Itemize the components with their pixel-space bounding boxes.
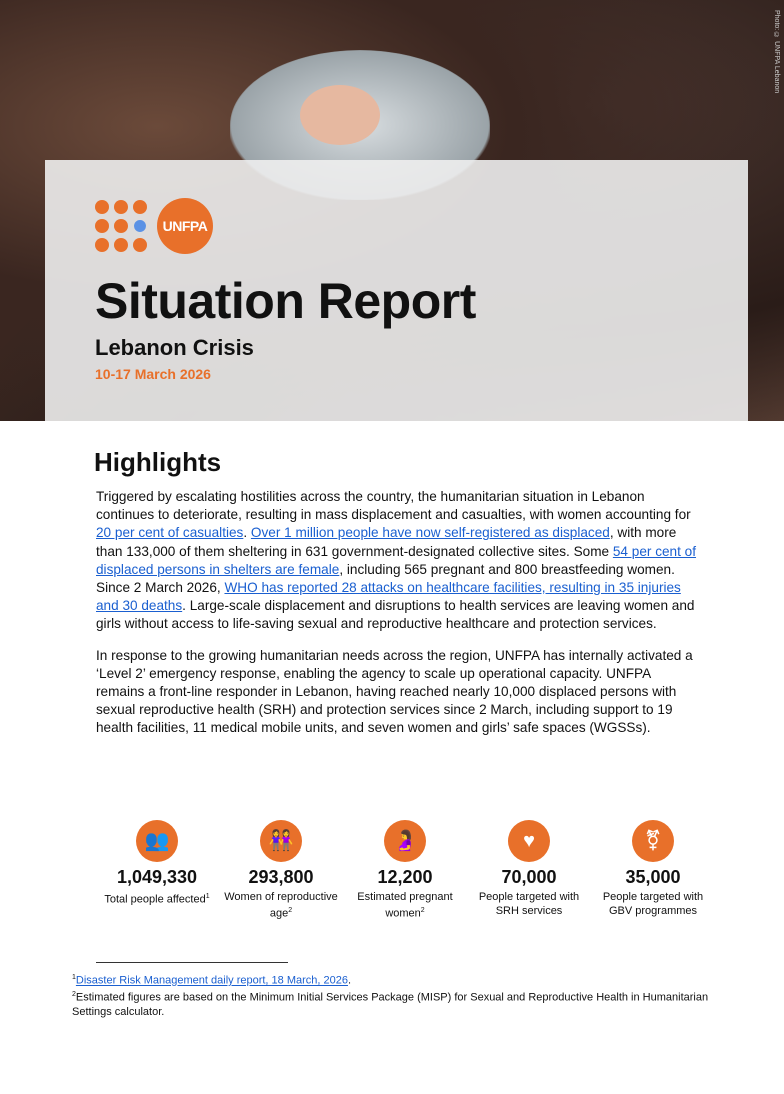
key-figures: 👥 1,049,330 Total people affected1 👭 293,… [95, 820, 715, 921]
heart-plus-icon: ♥ [508, 820, 550, 862]
footnotes: 1Disaster Risk Management daily report, … [72, 971, 712, 1020]
stat-card: 👭 293,800 Women of reproductive age2 [219, 820, 343, 921]
stat-label: People targeted with SRH services [478, 891, 580, 917]
report-date: 10-17 March 2026 [95, 366, 211, 382]
source-link[interactable]: 54 per cent of displaced persons in shel… [96, 543, 697, 577]
stat-card: 👥 1,049,330 Total people affected1 [95, 820, 219, 921]
footnote-ref: 1 [205, 893, 210, 900]
page-title: Situation Report [95, 273, 476, 329]
stat-label: Women of reproductive age2 [224, 891, 338, 920]
women-icon: 👭 [260, 820, 302, 862]
text-segment: Triggered by escalating hostilities acro… [96, 489, 691, 523]
stat-value: 70,000 [501, 867, 557, 887]
source-link[interactable]: WHO has reported 28 attacks on healthcar… [96, 580, 681, 614]
text-segment: . [243, 525, 251, 541]
footnote-divider [96, 962, 288, 963]
photo-credit: Photo: © UNFPA Lebanon [773, 10, 780, 94]
stat-card: 🤰 12,200 Estimated pregnant women2 [343, 820, 467, 921]
stat-card: ♥ 70,000 People targeted with SRH servic… [467, 820, 591, 921]
logo-dots [95, 200, 147, 252]
pregnant-woman-icon: 🤰 [384, 820, 426, 862]
page-subtitle: Lebanon Crisis [95, 335, 254, 360]
stat-value: 12,200 [377, 867, 433, 887]
text-segment: , including 565 pregnant and 800 breastf… [96, 561, 675, 596]
stat-card: ⚧ 35,000 People targeted with GBV progra… [591, 820, 715, 921]
text-segment: , with more than 133,000 of them shelter… [96, 525, 677, 559]
highlights-paragraph-2: In response to the growing humanitarian … [96, 647, 693, 736]
stat-value: 293,800 [248, 867, 314, 887]
title-panel [45, 160, 748, 421]
un-emblem-icon [134, 220, 146, 232]
stat-value: 35,000 [625, 867, 681, 887]
stat-label: People targeted with GBV programmes [602, 891, 704, 917]
highlights-paragraph-1: Triggered by escalating hostilities acro… [96, 488, 698, 634]
logo-text: UNFPA [157, 198, 213, 254]
footnote: 2Estimated figures are based on the Mini… [72, 991, 709, 1019]
baby-face [300, 85, 380, 145]
highlights-heading: Highlights [94, 447, 222, 477]
highlights-body: Triggered by escalating hostilities acro… [96, 488, 698, 751]
footnote-ref: 2 [288, 907, 293, 914]
unfpa-logo: UNFPA [95, 198, 213, 254]
stat-label: Estimated pregnant women2 [357, 891, 453, 920]
footnote: 1Disaster Risk Management daily report, … [72, 974, 352, 987]
gender-icon: ⚧ [632, 820, 674, 862]
people-group-icon: 👥 [136, 820, 178, 862]
footnote-link[interactable]: Disaster Risk Management daily report, 1… [75, 974, 348, 987]
text-segment: . Large-scale displacement and disruptio… [96, 598, 695, 632]
stat-label: Total people affected1 [104, 893, 210, 906]
source-link[interactable]: 20 per cent of casualties [96, 525, 244, 541]
stat-value: 1,049,330 [116, 867, 198, 887]
footnote-ref: 2 [420, 907, 425, 914]
source-link[interactable]: Over 1 million people have now self-regi… [250, 525, 610, 541]
